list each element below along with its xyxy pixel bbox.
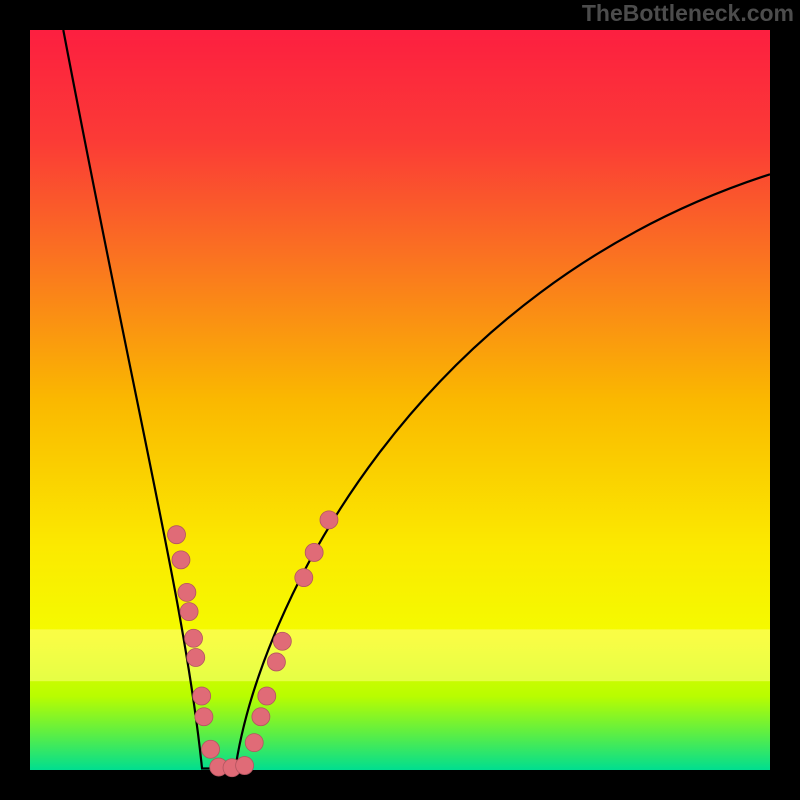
data-marker — [178, 583, 196, 601]
data-marker — [236, 757, 254, 775]
data-marker — [172, 551, 190, 569]
data-marker — [267, 653, 285, 671]
data-marker — [195, 708, 213, 726]
highlight-band — [30, 629, 770, 681]
plot-area — [30, 30, 770, 777]
data-marker — [258, 687, 276, 705]
data-marker — [245, 734, 263, 752]
data-marker — [202, 740, 220, 758]
chart-svg — [0, 0, 800, 800]
data-marker — [187, 649, 205, 667]
data-marker — [320, 511, 338, 529]
chart-container: TheBottleneck.com — [0, 0, 800, 800]
data-marker — [305, 543, 323, 561]
data-marker — [273, 632, 291, 650]
data-marker — [295, 569, 313, 587]
data-marker — [180, 603, 198, 621]
data-marker — [252, 708, 270, 726]
data-marker — [193, 687, 211, 705]
watermark-text: TheBottleneck.com — [582, 0, 794, 27]
data-marker — [168, 526, 186, 544]
highlight-bands — [30, 629, 770, 681]
data-marker — [185, 629, 203, 647]
